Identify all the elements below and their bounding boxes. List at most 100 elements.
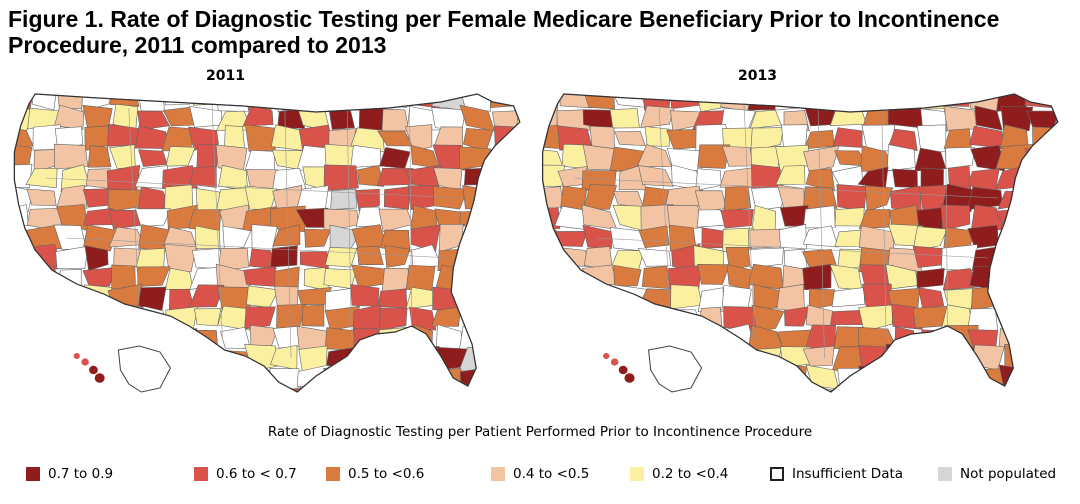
hospital-referral-region: [996, 386, 1030, 392]
hospital-referral-region: [1027, 165, 1058, 193]
hospital-referral-region: [431, 306, 462, 327]
hospital-referral-region: [1004, 343, 1030, 369]
legend-swatch: [491, 467, 505, 481]
hospital-referral-region: [836, 184, 867, 212]
hospital-referral-region: [350, 144, 382, 168]
hospital-referral-region: [944, 385, 970, 392]
hospital-referral-region: [217, 305, 251, 331]
hospital-referral-region: [195, 225, 221, 249]
hospital-referral-region: [14, 144, 33, 168]
hospital-referral-region: [438, 223, 464, 253]
hospital-referral-region: [1052, 285, 1058, 312]
hawaii-island: [94, 373, 105, 383]
hospital-referral-region: [830, 387, 869, 392]
hospital-referral-region: [581, 264, 619, 287]
hospital-referral-region: [491, 110, 520, 130]
hospital-referral-region: [274, 266, 300, 292]
hospital-referral-region: [917, 387, 945, 392]
hospital-referral-region: [774, 363, 808, 392]
legend-label: 0.5 to <0.6: [348, 466, 425, 482]
hospital-referral-region: [411, 363, 437, 392]
hospital-referral-region: [512, 94, 520, 111]
hospital-referral-region: [542, 284, 565, 310]
hospital-referral-region: [1051, 94, 1058, 109]
hawaii-island: [81, 358, 89, 366]
hospital-referral-region: [188, 284, 225, 308]
hospital-referral-region: [750, 388, 784, 392]
hospital-referral-region: [720, 209, 754, 229]
hospital-referral-region: [377, 366, 411, 390]
hospital-referral-region: [698, 345, 730, 371]
hospital-referral-region: [518, 269, 520, 291]
hospital-referral-region: [699, 385, 727, 392]
hospital-referral-region: [916, 268, 945, 289]
hospital-referral-region: [753, 284, 784, 309]
hospital-referral-region: [1023, 187, 1058, 211]
hospital-referral-region: [86, 304, 115, 330]
hospital-referral-region: [1050, 144, 1058, 170]
hospital-referral-region: [1024, 147, 1058, 171]
map-panel-2013: 2013: [532, 66, 1072, 406]
hospital-referral-region: [514, 323, 520, 352]
hospital-referral-region: [775, 165, 806, 185]
hospital-referral-region: [542, 388, 561, 392]
hawaii-island: [603, 353, 610, 359]
hospital-referral-region: [355, 346, 385, 373]
hospital-referral-region: [461, 244, 487, 269]
hospital-referral-region: [636, 329, 675, 348]
hospital-referral-region: [189, 166, 217, 188]
hospital-referral-region: [55, 344, 89, 372]
hospital-referral-region: [14, 266, 34, 291]
hospital-referral-region: [27, 329, 58, 351]
hospital-referral-region: [85, 384, 116, 392]
hospital-referral-region: [111, 304, 142, 332]
hospital-referral-region: [248, 248, 277, 270]
hospital-referral-region: [885, 94, 920, 112]
hospital-referral-region: [805, 94, 839, 109]
us-outline-border: [541, 93, 1059, 393]
hospital-referral-region: [858, 304, 894, 332]
hospital-referral-region: [1053, 126, 1058, 149]
legend-item: 0.2 to <0.4: [630, 462, 728, 486]
hospital-referral-region: [405, 264, 436, 292]
hospital-referral-region: [719, 94, 752, 112]
hospital-referral-region: [556, 386, 583, 392]
hospital-referral-region: [384, 344, 415, 368]
hospital-referral-region: [885, 385, 921, 392]
legend-swatch: [938, 467, 952, 481]
hospital-referral-region: [304, 228, 332, 248]
hospital-referral-region: [353, 383, 387, 392]
hospital-referral-region: [196, 144, 219, 168]
legend-item: Insufficient Data: [770, 462, 903, 486]
hospital-referral-region: [14, 327, 34, 353]
hospital-referral-region: [616, 349, 647, 369]
hospital-referral-region: [404, 345, 440, 370]
hospital-referral-region: [189, 346, 223, 367]
hospital-referral-region: [517, 206, 520, 231]
hospital-referral-region: [776, 387, 813, 392]
hospital-referral-region: [696, 328, 722, 352]
hospital-referral-region: [941, 183, 976, 212]
hospital-referral-region: [940, 204, 971, 231]
hospital-referral-region: [355, 188, 380, 212]
hospital-referral-region: [383, 186, 411, 210]
hospital-referral-region: [1054, 183, 1058, 209]
hospital-referral-region: [325, 94, 357, 111]
legend-item: 0.4 to <0.5: [491, 462, 589, 486]
hospital-referral-region: [487, 209, 520, 231]
hospital-referral-region: [493, 125, 520, 151]
hospital-referral-region: [405, 124, 433, 152]
hospital-referral-region: [913, 346, 949, 367]
hospital-referral-region: [84, 325, 115, 349]
hospital-referral-region: [1026, 284, 1057, 311]
hospital-referral-region: [190, 329, 219, 350]
hospital-referral-region: [518, 307, 520, 328]
hospital-referral-region: [164, 267, 194, 291]
hospital-referral-region: [554, 324, 584, 349]
hospital-referral-region: [1052, 170, 1058, 190]
hospital-referral-region: [26, 284, 59, 311]
hospital-referral-region: [944, 147, 975, 169]
hospital-referral-region: [1000, 106, 1034, 132]
hospital-referral-region: [542, 303, 565, 325]
hospital-referral-region: [858, 365, 891, 389]
